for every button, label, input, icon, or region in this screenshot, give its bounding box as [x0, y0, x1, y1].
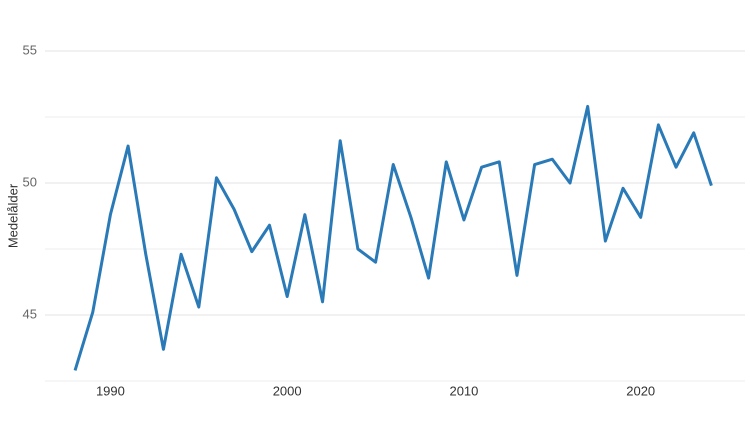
x-tick-label: 2020	[626, 383, 655, 398]
y-tick-label: 55	[23, 42, 37, 57]
y-tick-label: 45	[23, 306, 37, 321]
x-tick-label: 2010	[449, 383, 478, 398]
y-axis-label: Medelålder	[5, 183, 20, 248]
y-tick-label: 50	[23, 174, 37, 189]
x-tick-label: 1990	[96, 383, 125, 398]
data-line	[73, 104, 713, 371]
x-tick-label: 2000	[273, 383, 302, 398]
